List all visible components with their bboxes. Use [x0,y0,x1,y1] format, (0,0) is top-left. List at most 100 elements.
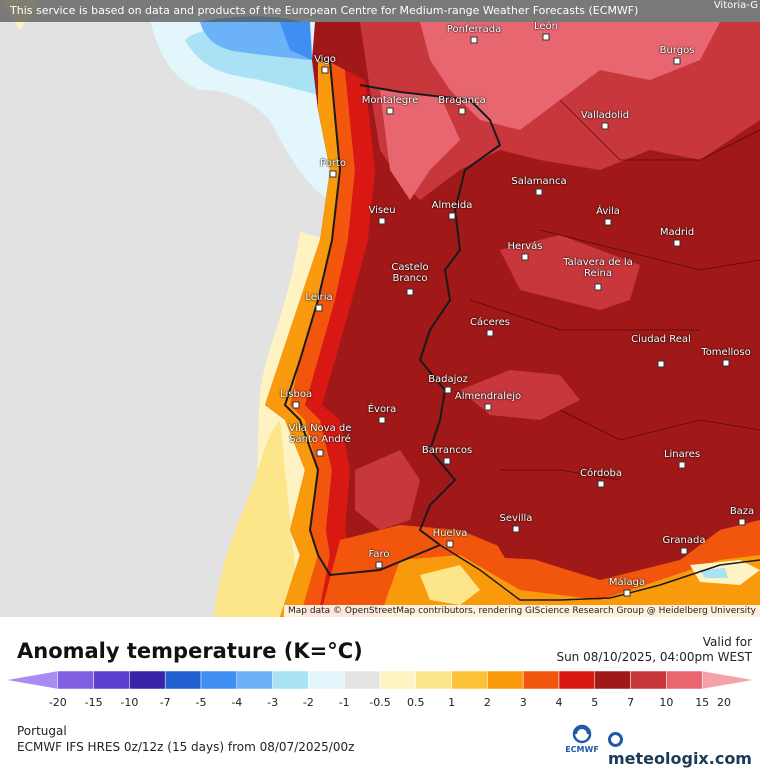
city-label: Valladolid [580,110,630,121]
city-label: Leiria [305,292,333,303]
colorbar-segment [5,670,59,690]
colorbar-segment [57,670,94,690]
offshore-yellow-band [214,420,300,617]
colorbar-segment [379,670,417,690]
colorbar-tick-label: 20 [717,696,731,709]
colorbar-segment [200,670,238,690]
coastal-red-orange-band [290,62,355,617]
colorbar-tick-label: -7 [159,696,171,709]
city-marker [470,36,478,44]
valid-label: Valid for [702,635,752,649]
city-label: Castelo Branco [391,262,429,284]
colorbar-segment [308,670,345,690]
coastal-orange-band [265,60,340,617]
alentejo-moderate-patch [355,450,420,530]
city-marker [378,217,386,225]
city-label: Ávila [596,206,620,217]
colorbar-tick-label: -20 [48,696,67,709]
city-marker [542,33,550,41]
city-marker [443,457,451,465]
portugal-spain-border [359,84,502,546]
colorbar-segment [343,670,381,690]
city-label: Lisboa [279,389,313,400]
map-attribution[interactable]: Map data © OpenStreetMap contributors, r… [284,605,760,617]
city-marker [444,386,452,394]
city-label: Almendralejo [454,391,522,402]
colorbar-segment [487,670,524,690]
colorbar-tick-label: 0.5 [407,696,425,709]
colorbar-segment [666,670,703,690]
city-label: Montalegre [361,95,419,106]
city-label: Madrid [659,227,695,238]
colorbar-tick-label: -4 [231,696,243,709]
alboran-cool-patch [700,568,728,578]
colorbar-segment [93,670,130,690]
city-label: Almeida [431,200,473,211]
city-label: León [533,21,559,32]
city-marker [512,525,520,533]
city-label: Hervás [507,241,543,252]
city-marker [446,540,454,548]
city-label: Faro [368,549,390,560]
central-moderate-patch [500,235,640,310]
legend-panel: Anomaly temperature (K=°C) Valid for Sun… [0,617,760,768]
colorbar-tick-label: 3 [519,696,527,709]
city-label: Granada [662,535,706,546]
city-label: Ponferrada [446,24,502,35]
city-marker [673,57,681,65]
city-marker [386,107,394,115]
city-label: Talavera de la Reina [563,257,633,279]
city-marker [604,218,612,226]
city-label: Baza [729,506,755,517]
colorbar-tick-label: -1 [338,696,350,709]
colorbar-tick-label: 2 [483,696,491,709]
corner-city-label: Vitoria-G [713,0,758,11]
colorbar-segment [630,670,667,690]
city-label: Burgos [659,45,695,56]
colorbar-tick-label: 5 [591,696,599,709]
colorbar-segment [236,670,273,690]
city-label: Vigo [314,54,336,65]
colorbar-segment [451,670,488,690]
south-coast-orange [380,555,760,617]
city-marker [292,401,300,409]
colorbar-segment [164,670,202,690]
colorbar-tick-label: -0.5 [369,696,391,709]
city-label: Córdoba [580,468,622,479]
colorbar-segment [129,670,166,690]
city-marker [680,547,688,555]
model-run-label: ECMWF IFS HRES 0z/12z (15 days) from 08/… [17,740,355,754]
city-marker [597,480,605,488]
city-label: Bragança [438,95,486,106]
colorbar-tick-label: 15 [695,696,710,709]
city-label: Barrancos [421,445,473,456]
city-marker [406,288,414,296]
city-marker [316,449,324,457]
colorbar-segment [272,670,309,690]
south-coastline [439,544,760,601]
colorbar-segment [558,670,596,690]
colorbar-tick-label: -10 [120,696,139,709]
ecmwf-logo-icon [572,724,592,744]
region-borders [469,99,760,481]
map-title: Anomaly temperature (K=°C) [17,639,363,663]
sevilla-strong-patch [488,520,560,560]
region-label: Portugal [17,724,67,738]
city-label: Ciudad Real [631,334,691,345]
city-marker [458,107,466,115]
valid-time: Sun 08/10/2025, 04:00pm WEST [556,650,752,664]
brand-text: meteologix.com [608,749,752,768]
city-marker [321,66,329,74]
colorbar-tick-label: 7 [627,696,635,709]
colorbar-tick-label: -5 [195,696,207,709]
city-marker [594,283,602,291]
gulf-yellow-patch [420,565,480,605]
colorbar-segment [701,670,755,690]
meteologix-brand[interactable]: meteologix.com [608,730,760,768]
city-marker [315,304,323,312]
colorbar-tick-label: -2 [302,696,314,709]
map-area[interactable]: This service is based on data and produc… [0,0,760,617]
city-label: Cáceres [469,317,511,328]
city-marker [329,170,337,178]
city-marker [657,360,665,368]
